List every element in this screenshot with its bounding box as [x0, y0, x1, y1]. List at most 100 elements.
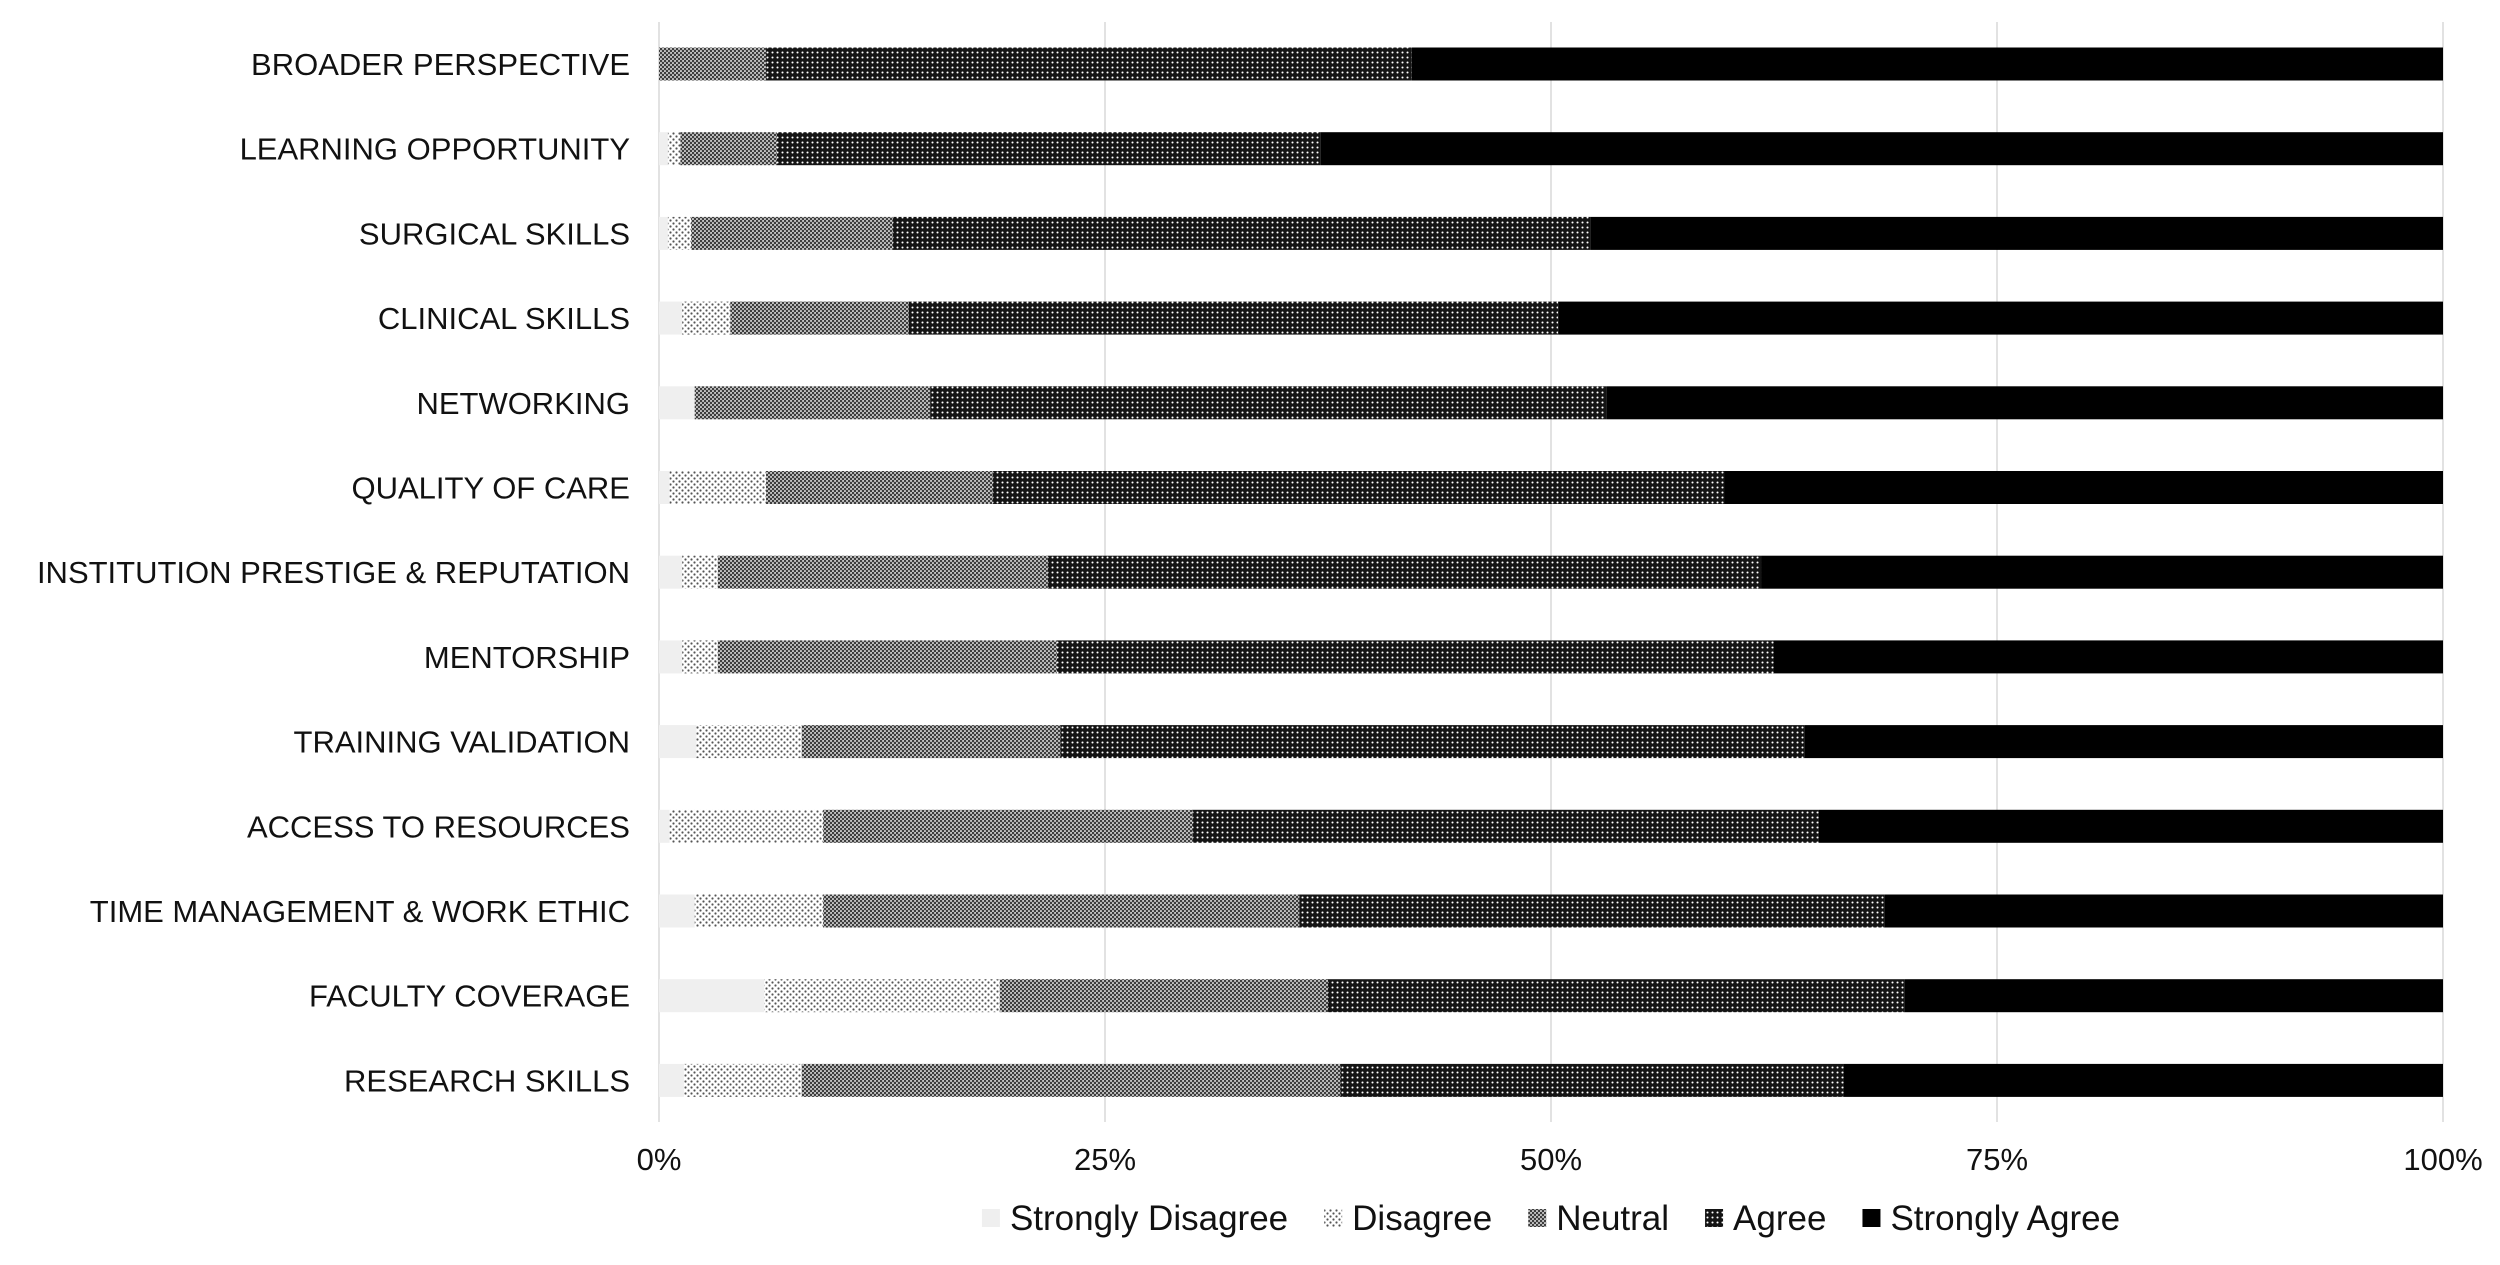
bar-segment-agree	[1340, 1063, 1844, 1097]
category-label: TIME MANAGEMENT & WORK ETHIC	[90, 894, 630, 929]
bar-segment-strongly-disagree	[659, 386, 695, 420]
bar-segment-strongly-agree	[1411, 47, 2443, 81]
bar-segment-agree	[766, 47, 1412, 81]
category-label: MENTORSHIP	[424, 640, 630, 675]
bar-segment-agree	[892, 216, 1591, 250]
x-tick-label: 75%	[1966, 1142, 2028, 1177]
bar-segment-disagree	[667, 216, 692, 250]
bar-segment-strongly-disagree	[659, 301, 683, 335]
bar-segment-agree	[1047, 555, 1762, 589]
bar-segment-neutral	[717, 555, 1048, 589]
x-tick-label: 0%	[637, 1142, 682, 1177]
legend-label: Strongly Agree	[1890, 1199, 2120, 1238]
bar-segment-strongly-agree	[1558, 301, 2443, 335]
bar-segment-strongly-disagree	[659, 555, 683, 589]
category-label: INSTITUTION PRESTIGE & REPUTATION	[37, 555, 630, 590]
bar-segment-strongly-agree	[1320, 132, 2443, 166]
bar-segment-agree	[1056, 640, 1774, 674]
legend-swatch	[1705, 1209, 1724, 1227]
bar-segment-agree	[1192, 809, 1819, 843]
bar-segment-disagree	[682, 301, 731, 335]
bar-segment-neutral	[694, 386, 931, 420]
category-label: ACCESS TO RESOURCES	[247, 809, 630, 844]
bar-segment-neutral	[766, 471, 993, 504]
category-label: TRAINING VALIDATION	[294, 725, 630, 760]
bar-segment-strongly-disagree	[659, 640, 683, 674]
bar-segment-disagree	[669, 809, 824, 843]
legend-label: Disagree	[1352, 1199, 1492, 1238]
bar-segment-agree	[992, 471, 1725, 504]
bar-segment-agree	[1299, 894, 1885, 928]
legend-item-strongly-agree: Strongly Agree	[1862, 1199, 2120, 1238]
bar-segment-neutral	[717, 640, 1057, 674]
legend-item-strongly-disagree: Strongly Disagree	[981, 1199, 1288, 1238]
x-tick-label: 50%	[1520, 1142, 1582, 1177]
bar-segment-agree	[908, 301, 1559, 335]
legend-swatch	[1324, 1209, 1343, 1227]
x-tick-label: 100%	[2403, 1142, 2482, 1177]
bar-segment-strongly-disagree	[659, 216, 668, 250]
bars	[659, 47, 2443, 1097]
legend: Strongly Disagree Disagree Neutral Agree Str…	[981, 1199, 2120, 1238]
bar-segment-strongly-disagree	[659, 894, 695, 928]
bar-segment-strongly-disagree	[659, 132, 668, 166]
legend-label: Strongly Disagree	[1010, 1199, 1288, 1238]
bar-segment-strongly-disagree	[659, 979, 765, 1013]
legend-swatch	[1528, 1209, 1547, 1227]
legend-item-neutral: Neutral	[1528, 1199, 1669, 1238]
bar-segment-agree	[1060, 725, 1805, 759]
bar-segment-neutral	[659, 47, 767, 81]
bar-segment-strongly-agree	[1724, 471, 2443, 504]
bar-segment-disagree	[694, 894, 824, 928]
legend-swatch	[1862, 1209, 1881, 1227]
category-label: SURGICAL SKILLS	[359, 216, 630, 251]
bar-segment-strongly-agree	[1606, 386, 2443, 420]
bar-segment-strongly-agree	[1904, 979, 2443, 1013]
bar-segment-strongly-agree	[1590, 216, 2443, 250]
bar-segment-neutral	[801, 1063, 1341, 1097]
bar-segment-neutral	[801, 725, 1061, 759]
bar-segment-strongly-agree	[1884, 894, 2443, 928]
legend-item-agree: Agree	[1705, 1199, 1826, 1238]
bar-segment-neutral	[823, 809, 1193, 843]
category-label: RESEARCH SKILLS	[344, 1063, 630, 1098]
bar-segment-disagree	[683, 1063, 802, 1097]
bar-segment-disagree	[669, 471, 767, 504]
bar-segment-disagree	[682, 640, 718, 674]
category-labels: BROADER PERSPECTIVE LEARNING OPPORTUNITY S…	[37, 47, 630, 1098]
category-label: NETWORKING	[416, 386, 630, 421]
bar-segment-strongly-agree	[1818, 809, 2443, 843]
category-label: CLINICAL SKILLS	[378, 301, 630, 336]
category-label: QUALITY OF CARE	[352, 471, 631, 506]
x-axis-ticks: 0% 25% 50% 75% 100%	[637, 1142, 2483, 1177]
bar-segment-disagree	[682, 555, 718, 589]
bar-segment-agree	[776, 132, 1321, 166]
category-label: LEARNING OPPORTUNITY	[240, 132, 630, 167]
bar-segment-neutral	[730, 301, 909, 335]
bar-segment-strongly-disagree	[659, 1063, 684, 1097]
bar-segment-strongly-agree	[1804, 725, 2443, 759]
bar-segment-strongly-agree	[1843, 1063, 2443, 1097]
category-label: BROADER PERSPECTIVE	[251, 47, 630, 82]
bar-segment-neutral	[691, 216, 893, 250]
bar-segment-strongly-disagree	[659, 809, 670, 843]
legend-label: Agree	[1733, 1199, 1826, 1238]
legend-label: Neutral	[1556, 1199, 1669, 1238]
category-label: FACULTY COVERAGE	[309, 979, 630, 1014]
bar-segment-strongly-agree	[1761, 555, 2443, 589]
legend-item-disagree: Disagree	[1324, 1199, 1492, 1238]
bar-segment-strongly-disagree	[659, 725, 697, 759]
bar-segment-strongly-agree	[1774, 640, 2443, 674]
bar-segment-strongly-disagree	[659, 471, 670, 504]
bar-segment-disagree	[667, 132, 681, 166]
bar-segment-agree	[930, 386, 1607, 420]
bar-segment-neutral	[999, 979, 1328, 1013]
bar-segment-neutral	[680, 132, 777, 166]
bar-segment-agree	[1328, 979, 1905, 1013]
x-tick-label: 25%	[1074, 1142, 1136, 1177]
bar-segment-disagree	[764, 979, 1000, 1013]
bar-segment-neutral	[823, 894, 1300, 928]
legend-swatch	[981, 1209, 1000, 1227]
bar-segment-disagree	[696, 725, 802, 759]
